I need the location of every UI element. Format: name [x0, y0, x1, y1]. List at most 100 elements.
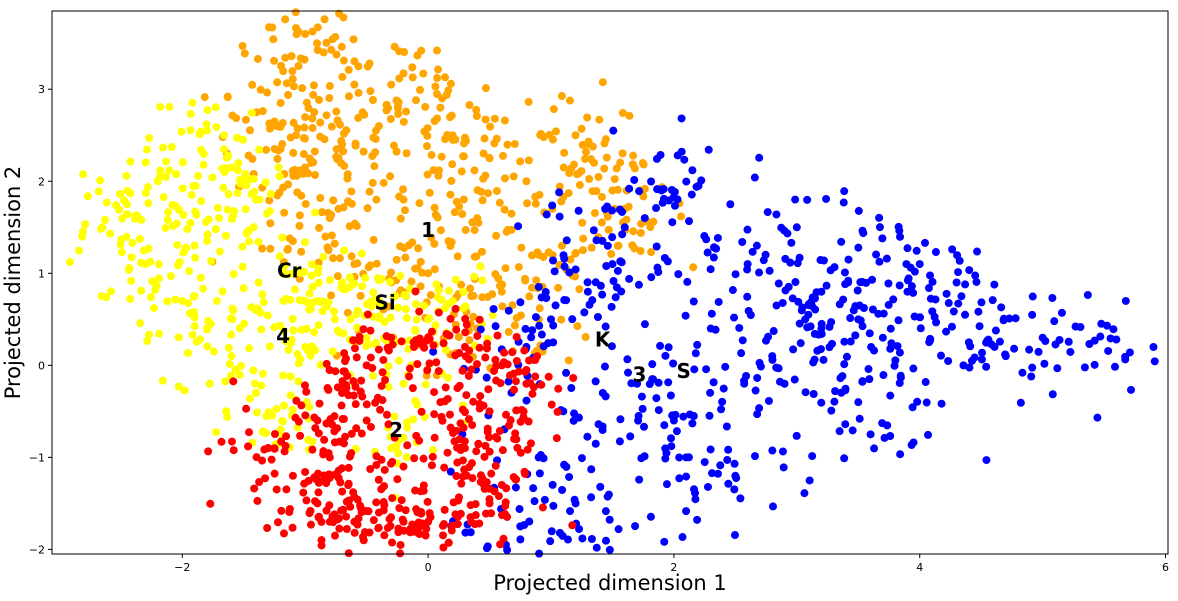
scatter-point: [277, 437, 286, 446]
scatter-point: [419, 454, 428, 463]
scatter-point: [400, 48, 409, 57]
scatter-point: [1112, 335, 1121, 344]
scatter-point: [234, 159, 243, 168]
scatter-point: [358, 282, 367, 291]
scatter-point: [190, 308, 199, 317]
scatter-point: [921, 378, 930, 387]
scatter-point: [535, 304, 544, 313]
scatter-point: [789, 345, 798, 354]
scatter-point: [247, 108, 256, 117]
scatter-point: [957, 292, 966, 301]
scatter-point: [557, 315, 566, 324]
scatter-point: [889, 295, 898, 304]
scatter-point: [341, 285, 350, 294]
scatter-point: [628, 160, 637, 169]
scatter-point: [301, 30, 310, 39]
scatter-point: [453, 443, 462, 452]
scatter-point: [430, 388, 439, 397]
scatter-point: [364, 263, 373, 272]
scatter-point: [352, 353, 361, 362]
scatter-point: [195, 130, 204, 139]
scatter-point: [270, 444, 279, 453]
scatter-point: [330, 315, 339, 324]
scatter-point: [325, 214, 334, 223]
scatter-point: [516, 448, 525, 457]
scatter-point: [887, 339, 896, 348]
scatter-point: [629, 151, 638, 160]
scatter-point: [163, 215, 172, 224]
scatter-point: [800, 489, 809, 498]
scatter-point: [964, 338, 973, 347]
scatter-point: [280, 261, 289, 270]
scatter-point: [349, 336, 358, 345]
scatter-point: [376, 405, 385, 414]
scatter-point: [399, 195, 408, 204]
scatter-point: [437, 412, 446, 421]
scatter-point: [868, 275, 877, 284]
scatter-point: [344, 197, 353, 206]
scatter-point: [300, 267, 309, 276]
scatter-point: [516, 535, 525, 544]
scatter-point: [431, 321, 440, 330]
scatter-point: [200, 93, 209, 102]
scatter-point: [458, 210, 467, 219]
scatter-point: [372, 195, 381, 204]
scatter-point: [865, 329, 874, 338]
scatter-point: [724, 445, 733, 454]
scatter-point: [390, 412, 399, 421]
scatter-point: [178, 184, 187, 193]
scatter-point: [942, 289, 951, 298]
scatter-point: [1064, 337, 1073, 346]
scatter-point: [269, 35, 278, 44]
scatter-point: [411, 96, 420, 105]
scatter-point: [816, 256, 825, 265]
scatter-point: [894, 316, 903, 325]
scatter-point: [306, 351, 315, 360]
scatter-point: [471, 511, 480, 520]
scatter-point: [608, 233, 617, 242]
scatter-point: [244, 442, 253, 451]
scatter-point: [238, 242, 247, 251]
scatter-point: [817, 324, 826, 333]
scatter-point: [601, 507, 610, 516]
scatter-point: [476, 471, 485, 480]
scatter-point: [499, 151, 508, 160]
scatter-point: [296, 431, 305, 440]
scatter-point: [511, 483, 520, 492]
scatter-point: [294, 417, 303, 426]
scatter-point: [612, 283, 621, 292]
scatter-point: [399, 185, 408, 194]
scatter-point: [557, 241, 566, 250]
scatter-point: [469, 312, 478, 321]
scatter-point: [549, 321, 558, 330]
scatter-point: [870, 444, 879, 453]
scatter-point: [531, 356, 540, 365]
scatter-point: [163, 297, 172, 306]
scatter-point: [637, 392, 646, 401]
scatter-point: [290, 285, 299, 294]
scatter-point: [944, 357, 953, 366]
scatter-point: [688, 166, 697, 175]
scatter-point: [694, 181, 703, 190]
scatter-point: [569, 374, 578, 383]
scatter-point: [141, 158, 150, 167]
scatter-point: [601, 322, 610, 331]
scatter-point: [512, 357, 521, 366]
scatter-point: [571, 499, 580, 508]
scatter-point: [273, 154, 282, 163]
scatter-point: [424, 517, 433, 526]
scatter-point: [384, 104, 393, 113]
scatter-point: [668, 218, 677, 227]
scatter-point: [744, 306, 753, 315]
scatter-point: [528, 326, 537, 335]
scatter-point: [247, 190, 256, 199]
scatter-point: [178, 296, 187, 305]
scatter-point: [571, 131, 580, 140]
scatter-point: [479, 149, 488, 158]
scatter-point: [366, 422, 375, 431]
scatter-point: [327, 291, 336, 300]
scatter-point: [660, 253, 669, 262]
scatter-point: [116, 189, 125, 198]
scatter-point: [399, 462, 408, 471]
scatter-point: [382, 410, 391, 419]
